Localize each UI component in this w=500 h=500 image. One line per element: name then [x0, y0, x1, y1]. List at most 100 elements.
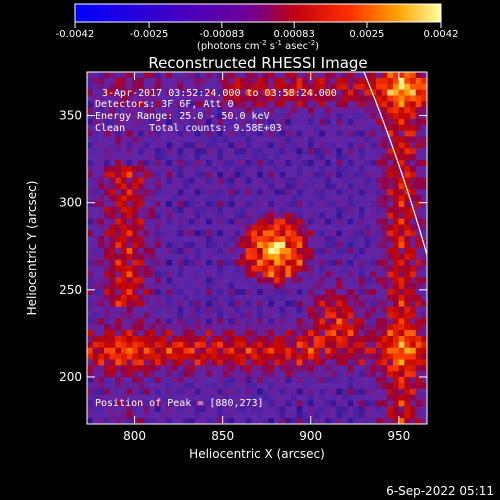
heatmap-cell [257, 400, 264, 407]
heatmap-cell [268, 336, 275, 343]
heatmap-cell [160, 294, 167, 302]
heatmap-cell [217, 253, 224, 261]
heatmap-cell [376, 218, 383, 226]
heatmap-cell [166, 77, 173, 85]
heatmap-cell [121, 218, 128, 226]
heatmap-cell [393, 412, 400, 419]
heatmap-cell [398, 142, 405, 149]
heatmap-cell [121, 388, 128, 396]
heatmap-cell [381, 236, 388, 243]
heatmap-cell [279, 189, 286, 196]
heatmap-cell [183, 72, 190, 79]
heatmap-cell [132, 206, 139, 214]
heatmap-cell [177, 101, 184, 108]
heatmap-cell [160, 324, 167, 331]
heatmap-cell [155, 330, 162, 337]
heatmap-cell [330, 124, 337, 132]
heatmap-cell [92, 107, 99, 114]
heatmap-cell [160, 306, 167, 314]
heatmap-cell [126, 107, 133, 114]
heatmap-cell [262, 124, 269, 132]
heatmap-cell [296, 101, 303, 108]
heatmap-cell [330, 365, 337, 372]
heatmap-cell [98, 324, 105, 331]
heatmap-cell [166, 294, 173, 302]
heatmap-cell [177, 142, 184, 149]
heatmap-cell [421, 130, 427, 138]
heatmap-cell [370, 277, 377, 284]
heatmap-cell [421, 283, 427, 290]
heatmap-cell [183, 336, 190, 343]
heatmap-cell [87, 300, 94, 308]
heatmap-cell [257, 377, 264, 384]
heatmap-cell [319, 289, 326, 296]
heatmap-cell [166, 107, 173, 114]
heatmap-cell [194, 377, 201, 384]
heatmap-cell [234, 265, 241, 273]
heatmap-cell [240, 95, 247, 102]
heatmap-cell [330, 113, 337, 120]
heatmap-cell [274, 418, 281, 424]
heatmap-cell [279, 294, 286, 302]
heatmap-cell [381, 400, 388, 407]
heatmap-cell [121, 77, 128, 85]
heatmap-cell [342, 277, 349, 284]
heatmap-cell [359, 89, 366, 97]
heatmap-cell [387, 124, 394, 132]
heatmap-cell [126, 418, 133, 424]
heatmap-cell [87, 160, 94, 167]
heatmap-cell [211, 195, 218, 202]
heatmap-cell [370, 72, 377, 79]
heatmap-cell [92, 359, 99, 366]
heatmap-cell [325, 394, 332, 402]
heatmap-cell [376, 171, 383, 179]
heatmap-cell [149, 406, 156, 413]
heatmap-cell [257, 265, 264, 273]
heatmap-cell [364, 212, 371, 220]
heatmap-cell [393, 218, 400, 226]
heatmap-cell [149, 136, 156, 143]
heatmap-cell [189, 89, 196, 97]
heatmap-cell [302, 324, 309, 331]
heatmap-cell [149, 294, 156, 302]
heatmap-cell [126, 124, 133, 132]
heatmap-cell [285, 165, 292, 173]
heatmap-cell [98, 77, 105, 85]
heatmap-cell [308, 212, 315, 220]
heatmap-cell [274, 224, 281, 231]
heatmap-cell [398, 330, 405, 337]
heatmap-cell [268, 341, 275, 349]
heatmap-cell [87, 154, 94, 161]
heatmap-cell [160, 177, 167, 185]
heatmap-cell [262, 77, 269, 85]
heatmap-cell [268, 371, 275, 378]
heatmap-cell [285, 388, 292, 396]
heatmap-cell [319, 224, 326, 231]
heatmap-cell [240, 206, 247, 214]
heatmap-cell [160, 412, 167, 419]
heatmap-cell [87, 113, 94, 120]
heatmap-cell [104, 77, 111, 85]
heatmap-cell [177, 248, 184, 255]
heatmap-cell [336, 242, 343, 249]
heatmap-cell [353, 113, 360, 120]
heatmap-cell [262, 253, 269, 261]
heatmap-cell [87, 201, 94, 208]
heatmap-cell [189, 248, 196, 255]
heatmap-cell [228, 324, 235, 331]
heatmap-cell [166, 230, 173, 237]
heatmap-cell [370, 406, 377, 413]
heatmap-cell [109, 218, 116, 226]
heatmap-cell [126, 271, 133, 278]
solar-limb-line [363, 72, 427, 258]
heatmap-cell [359, 83, 366, 91]
heatmap-cell [302, 95, 309, 102]
heatmap-cell [149, 236, 156, 243]
heatmap-cell [183, 406, 190, 413]
heatmap-cell [421, 365, 427, 372]
heatmap-cell [410, 77, 417, 85]
heatmap-cell [87, 324, 94, 331]
heatmap-cell [121, 118, 128, 126]
heatmap-cell [387, 388, 394, 396]
heatmap-cell [217, 418, 224, 424]
